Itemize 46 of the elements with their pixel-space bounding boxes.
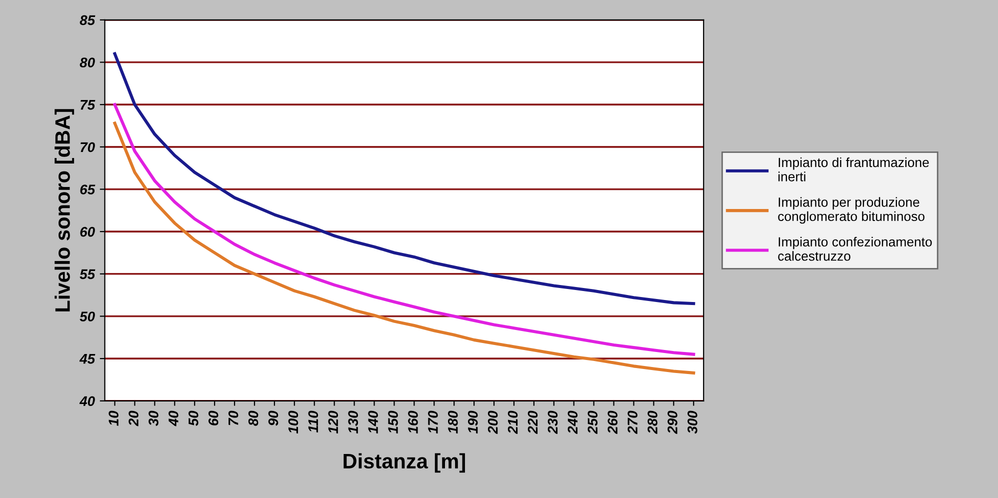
y-axis-title: Livello sonoro [dBA] <box>54 109 74 312</box>
x-tick-label: 160 <box>408 410 418 434</box>
x-tick-label: 190 <box>468 410 478 434</box>
y-tick-label: 60 <box>80 226 95 237</box>
x-tick-label: 150 <box>388 410 398 434</box>
legend-label: Impianto per produzione conglomerato bituminoso <box>778 197 924 224</box>
line-series <box>113 52 696 306</box>
x-tick-label: 300 <box>688 410 698 434</box>
x-tick-label: 210 <box>508 410 518 434</box>
x-tick-label: 290 <box>668 410 678 434</box>
x-tick-label: 260 <box>608 410 618 434</box>
x-tick-label: 130 <box>348 410 358 434</box>
x-tick-label: 50 <box>188 410 198 426</box>
x-tick-label: 140 <box>368 410 378 434</box>
legend-label: Impianto confezionamento calcestruzzo <box>778 236 932 261</box>
x-tick-label: 30 <box>148 410 158 426</box>
y-tick-label: 55 <box>80 269 96 280</box>
x-tick-label: 230 <box>548 410 558 434</box>
y-tick-label: 40 <box>79 396 95 406</box>
y-tick-label: 45 <box>79 354 96 364</box>
y-tick-label: 75 <box>80 100 96 110</box>
x-tick-label: 200 <box>488 410 498 434</box>
x-tick-label: 100 <box>288 410 298 434</box>
x-tick-label: 280 <box>648 410 658 434</box>
y-tick-label: 70 <box>80 142 95 152</box>
x-tick-label: 120 <box>328 410 338 434</box>
x-tick-label: 220 <box>528 410 538 434</box>
y-tick-label: 50 <box>80 312 95 322</box>
x-tick-label: 40 <box>168 410 178 426</box>
x-tick-label: 270 <box>628 410 638 434</box>
x-tick-label: 90 <box>268 410 278 426</box>
x-tick-label: 10 <box>108 410 118 426</box>
x-tick-label: 60 <box>208 410 218 426</box>
x-tick-label: 70 <box>228 410 238 426</box>
x-tick-label: 240 <box>568 410 578 434</box>
x-tick-label: 180 <box>448 410 458 434</box>
x-tick-label: 250 <box>588 410 598 434</box>
y-tick-label: 65 <box>80 184 96 194</box>
x-tick-label: 20 <box>128 410 138 426</box>
y-tick-label: 85 <box>80 15 96 26</box>
x-tick-label: 80 <box>248 410 258 426</box>
legend-label: Impianto di frantumazione inerti <box>778 157 929 182</box>
x-tick-label: 170 <box>428 410 438 434</box>
x-tick-label: 110 <box>308 410 318 433</box>
x-axis-title: Distanza [m] <box>344 453 465 473</box>
y-tick-label: 80 <box>80 58 95 68</box>
